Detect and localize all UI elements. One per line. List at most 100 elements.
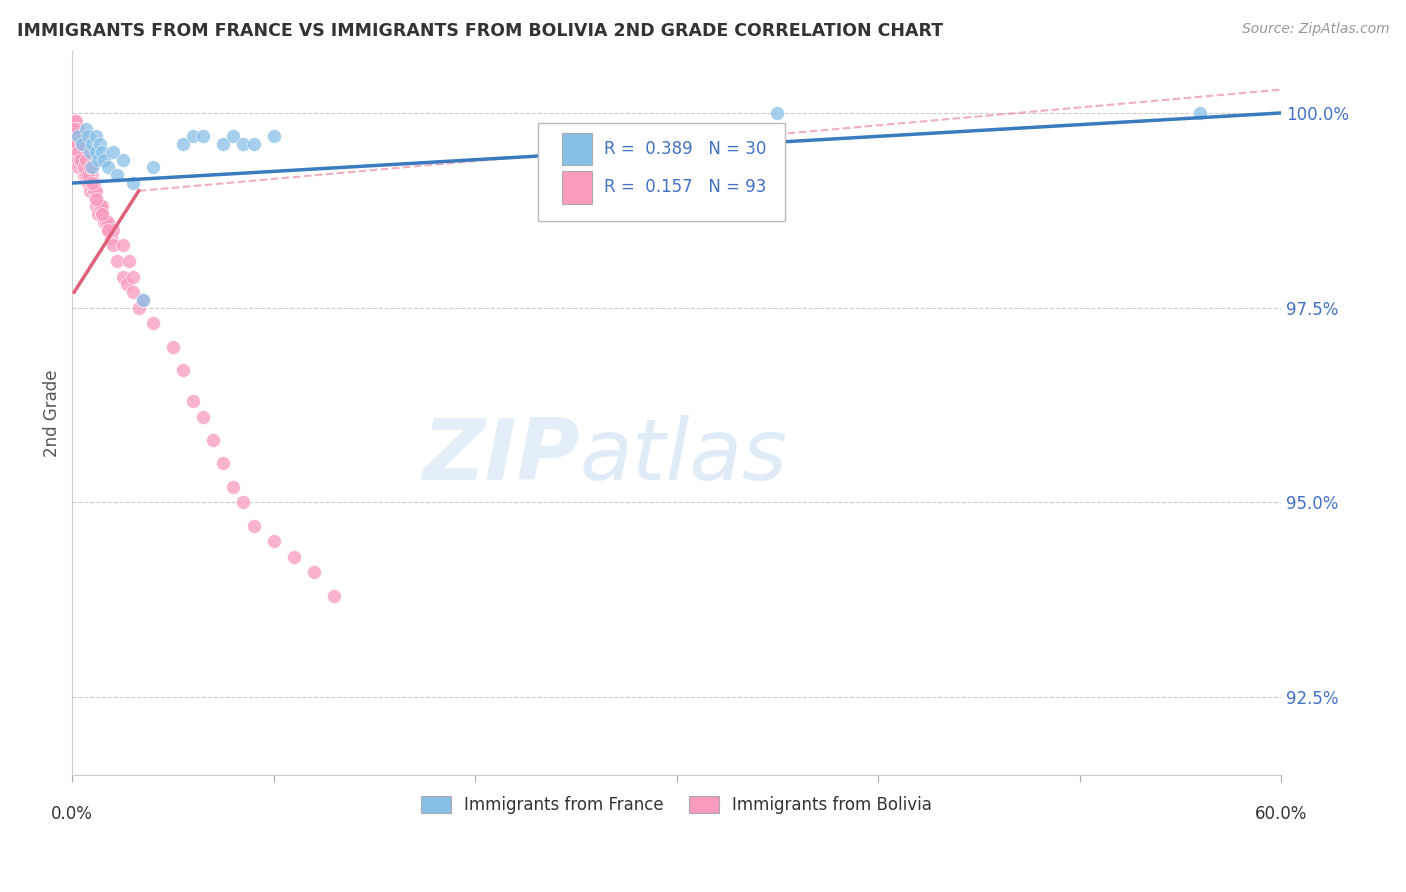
Point — [72, 137, 94, 152]
Point — [181, 129, 204, 144]
FancyBboxPatch shape — [537, 123, 786, 221]
Point — [162, 340, 184, 354]
Point — [73, 145, 96, 159]
Point — [73, 161, 96, 175]
Point — [100, 230, 122, 244]
Point — [83, 176, 105, 190]
Point — [75, 121, 97, 136]
Point — [105, 169, 128, 183]
Point — [86, 129, 108, 144]
Point — [79, 169, 101, 183]
Point — [77, 169, 100, 183]
Point — [101, 145, 124, 159]
Point — [77, 161, 100, 175]
Point — [121, 285, 143, 299]
Point — [86, 192, 108, 206]
FancyBboxPatch shape — [562, 171, 592, 203]
Text: Source: ZipAtlas.com: Source: ZipAtlas.com — [1241, 22, 1389, 37]
Point — [67, 137, 90, 152]
Point — [202, 433, 225, 447]
Point — [73, 145, 96, 159]
Point — [67, 161, 90, 175]
Point — [82, 176, 104, 190]
Point — [323, 589, 346, 603]
Point — [91, 207, 114, 221]
Point — [101, 223, 124, 237]
Point — [69, 153, 91, 167]
Point — [67, 145, 90, 159]
Text: R =  0.389   N = 30: R = 0.389 N = 30 — [605, 140, 766, 158]
Point — [105, 254, 128, 268]
Point — [128, 301, 150, 315]
Point — [212, 457, 235, 471]
Point — [93, 153, 115, 167]
Point — [93, 215, 115, 229]
Point — [63, 121, 86, 136]
Legend: Immigrants from France, Immigrants from Bolivia: Immigrants from France, Immigrants from … — [415, 789, 939, 821]
Point — [73, 169, 96, 183]
Point — [82, 169, 104, 183]
Point — [82, 161, 104, 175]
Point — [67, 137, 90, 152]
Point — [79, 161, 101, 175]
Point — [63, 121, 86, 136]
Point — [82, 161, 104, 175]
Point — [97, 161, 120, 175]
Point — [67, 121, 90, 136]
Point — [65, 145, 87, 159]
Point — [65, 113, 87, 128]
Point — [73, 161, 96, 175]
Point — [193, 129, 215, 144]
Point — [86, 145, 108, 159]
Point — [242, 518, 264, 533]
Point — [67, 145, 90, 159]
Point — [263, 534, 285, 549]
Point — [77, 153, 100, 167]
Point — [1189, 106, 1212, 120]
Point — [75, 169, 97, 183]
Point — [65, 137, 87, 152]
Point — [91, 199, 114, 213]
Point — [89, 199, 111, 213]
Point — [69, 145, 91, 159]
Point — [82, 137, 104, 152]
Point — [69, 153, 91, 167]
Point — [172, 363, 194, 377]
Point — [121, 269, 143, 284]
Point — [117, 254, 139, 268]
Point — [263, 129, 285, 144]
Point — [222, 129, 245, 144]
Point — [97, 223, 120, 237]
Point — [86, 192, 108, 206]
Point — [67, 129, 90, 144]
Point — [302, 566, 325, 580]
Point — [82, 176, 104, 190]
Point — [69, 129, 91, 144]
Point — [232, 495, 254, 509]
Point — [79, 145, 101, 159]
Point — [142, 316, 165, 330]
Point — [172, 137, 194, 152]
Point — [86, 184, 108, 198]
Point — [65, 121, 87, 136]
Point — [69, 137, 91, 152]
Point — [65, 153, 87, 167]
Point — [121, 176, 143, 190]
Point — [63, 121, 86, 136]
Point — [72, 145, 94, 159]
Point — [193, 409, 215, 424]
Point — [75, 153, 97, 167]
Point — [111, 153, 134, 167]
Point — [63, 137, 86, 152]
Point — [101, 238, 124, 252]
Point — [142, 161, 165, 175]
Point — [72, 129, 94, 144]
Point — [83, 184, 105, 198]
Text: atlas: atlas — [579, 415, 787, 498]
Point — [212, 137, 235, 152]
Point — [75, 153, 97, 167]
Point — [91, 145, 114, 159]
Point — [97, 223, 120, 237]
Point — [87, 207, 110, 221]
Point — [222, 480, 245, 494]
